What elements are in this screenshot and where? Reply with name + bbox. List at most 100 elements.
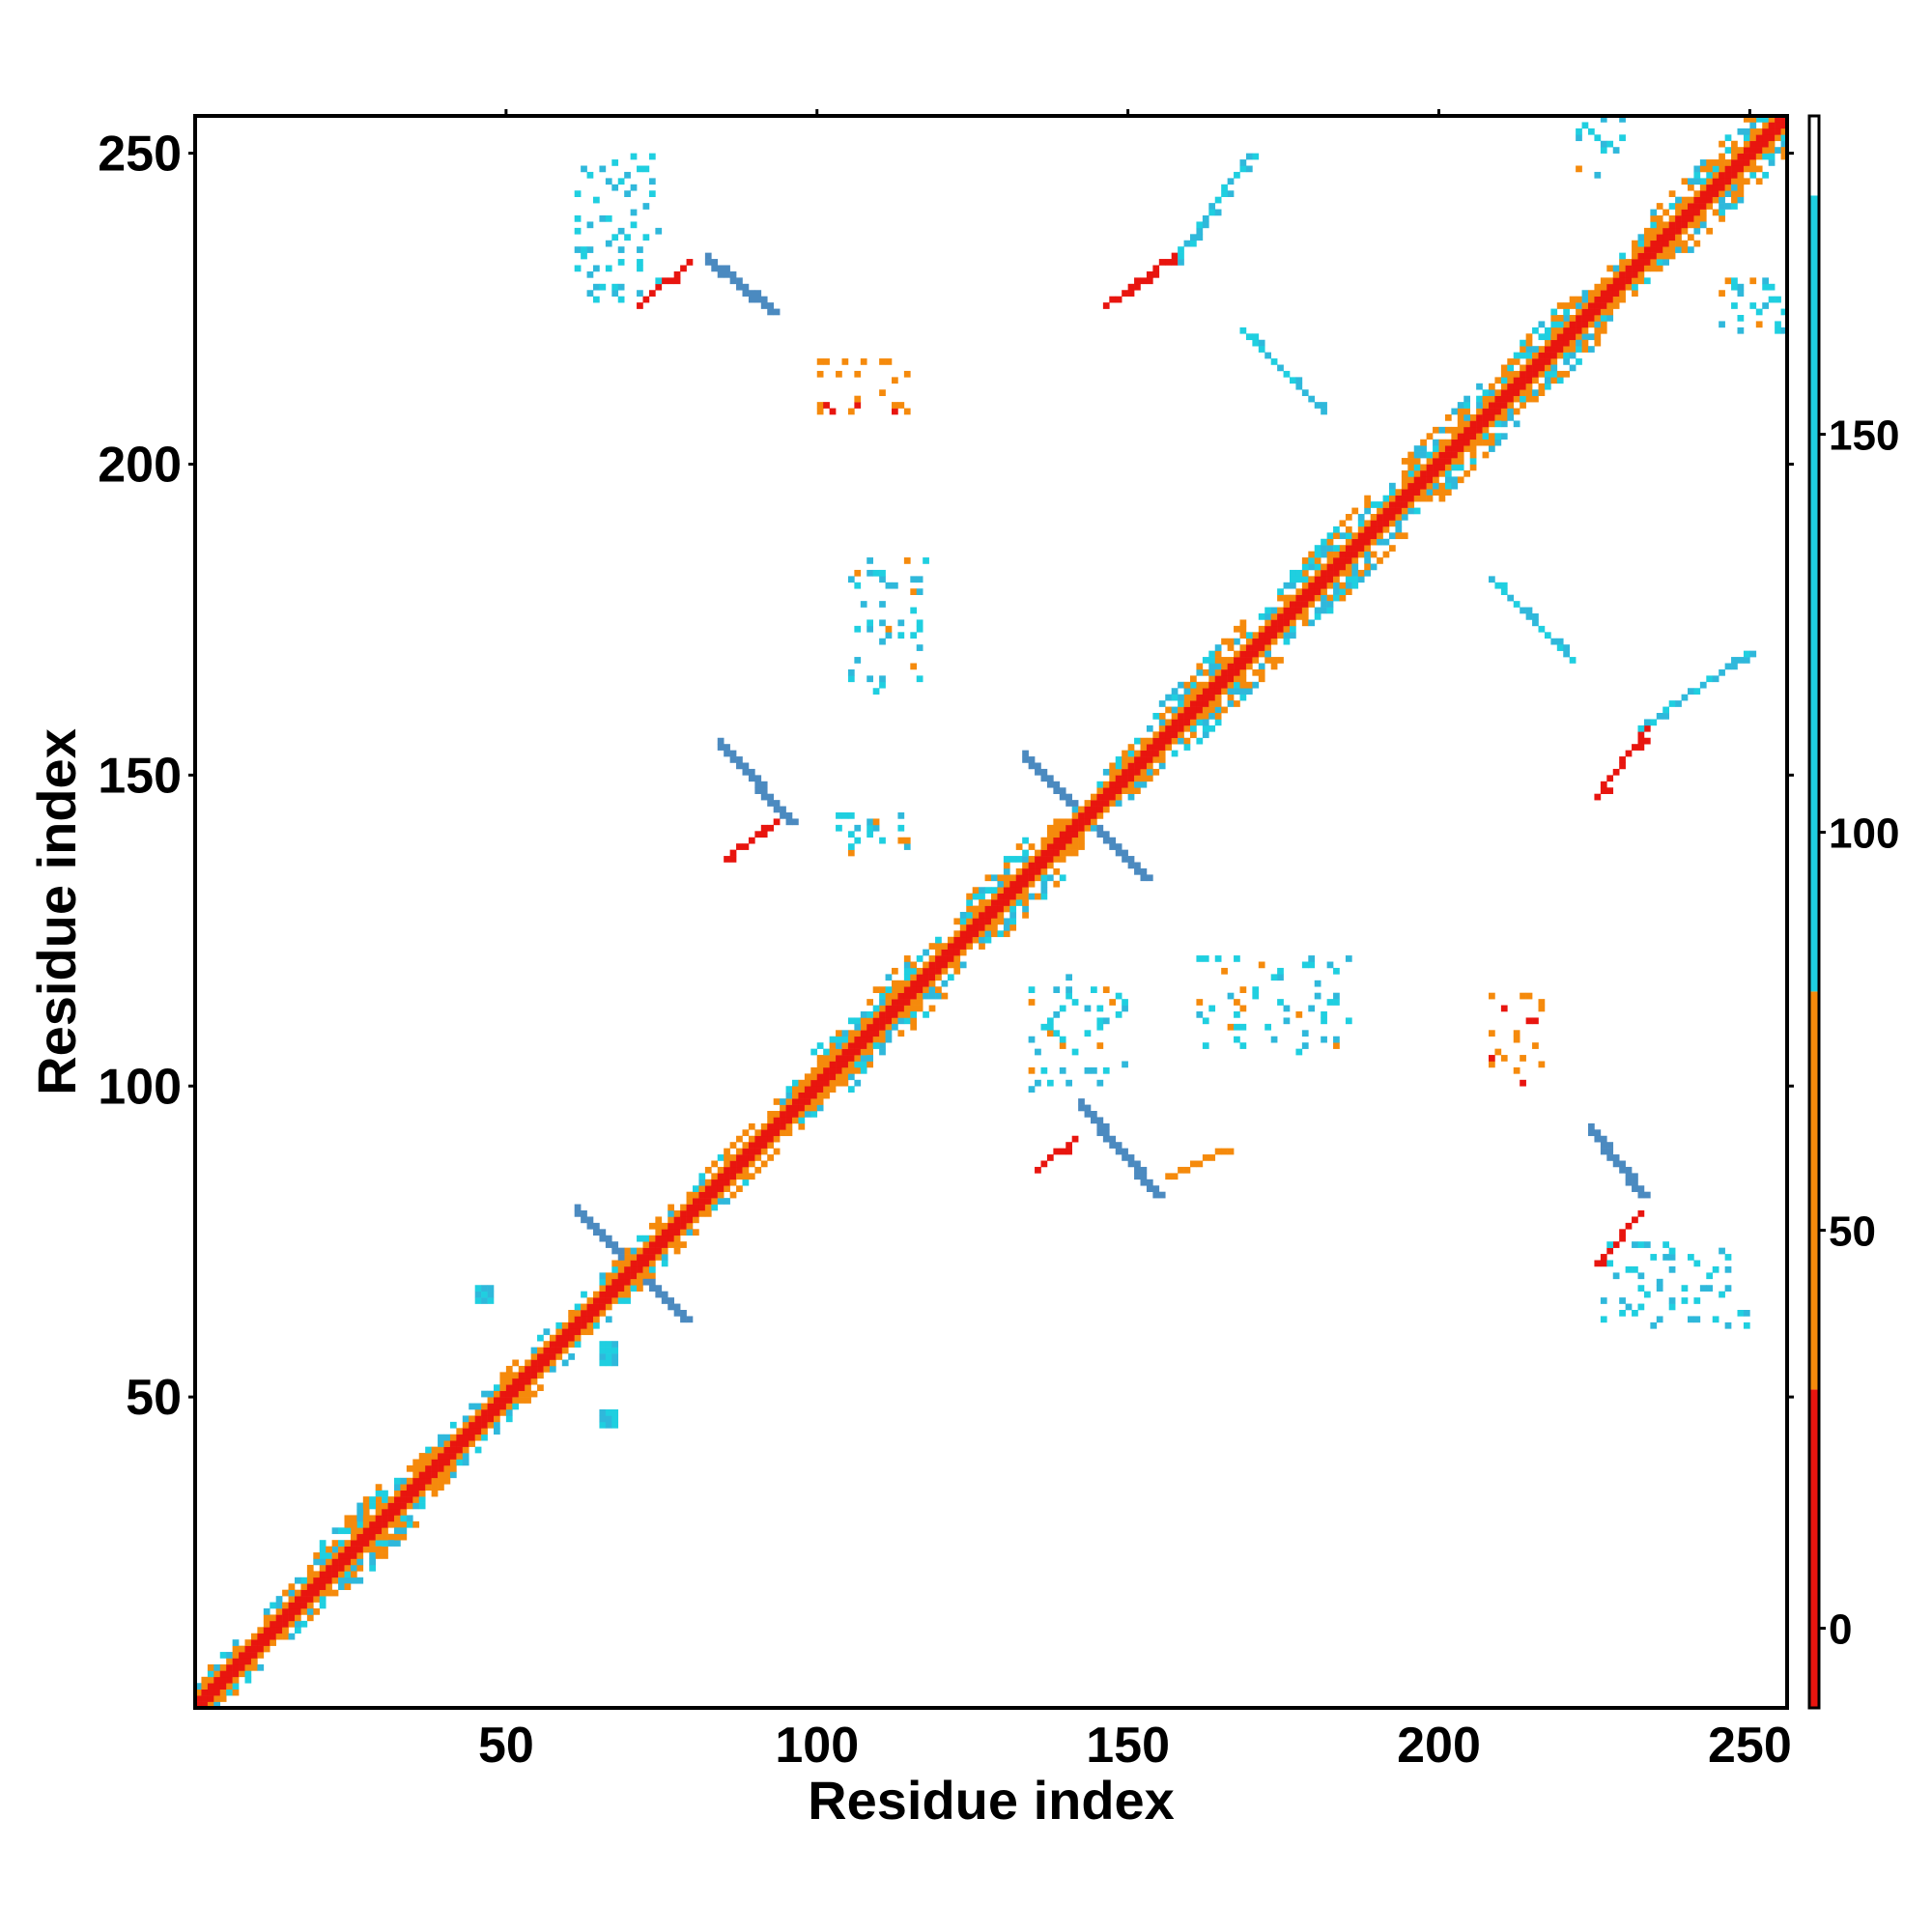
heatmap-cell (443, 1477, 451, 1485)
heatmap-cell (1712, 171, 1719, 179)
heatmap-cell (599, 1421, 607, 1429)
heatmap-cell (1214, 668, 1222, 676)
heatmap-cell (213, 1701, 221, 1709)
heatmap-cell (263, 1620, 270, 1628)
heatmap-cell (1693, 1316, 1701, 1323)
heatmap-cell (767, 1129, 774, 1137)
heatmap-cell (648, 1265, 656, 1273)
heatmap-cell (362, 1527, 370, 1535)
x-tick-label: 250 (1708, 1718, 1792, 1774)
heatmap-cell (1489, 395, 1495, 403)
heatmap-cell (1109, 762, 1117, 770)
heatmap-cell (885, 582, 893, 589)
heatmap-cell (704, 1210, 712, 1217)
heatmap-cell (841, 1066, 849, 1074)
heatmap-cell (916, 967, 923, 975)
heatmap-cell (1071, 831, 1079, 838)
heatmap-cell (804, 1079, 811, 1087)
heatmap-cell (760, 1135, 768, 1143)
heatmap-cell (1762, 128, 1769, 135)
heatmap-cell (561, 1334, 569, 1342)
heatmap-cell (369, 1540, 376, 1547)
heatmap-cell (1668, 1303, 1676, 1311)
heatmap-cell (257, 1639, 265, 1646)
heatmap-cell (505, 1415, 513, 1423)
heatmap-cell (1040, 837, 1048, 844)
heatmap-cell (879, 619, 886, 627)
heatmap-cell (1476, 408, 1483, 415)
heatmap-cell (686, 1198, 694, 1205)
heatmap-cell (581, 1291, 587, 1298)
heatmap-cell (331, 1540, 339, 1547)
heatmap-cell (1594, 339, 1602, 347)
heatmap-cell (288, 1589, 296, 1597)
heatmap-cell (767, 800, 774, 807)
heatmap-cell (1768, 147, 1776, 154)
heatmap-cell (997, 930, 1005, 938)
heatmap-cell (823, 1073, 830, 1081)
heatmap-cell (1637, 1210, 1645, 1217)
heatmap-cell (630, 221, 638, 229)
heatmap-cell (1321, 594, 1327, 602)
heatmap-cell (1588, 1122, 1595, 1130)
heatmap-cell (1637, 252, 1645, 260)
heatmap-cell (1650, 252, 1658, 260)
heatmap-cell (1451, 482, 1459, 490)
heatmap-cell (630, 1247, 638, 1255)
heatmap-cell (1600, 1148, 1607, 1155)
heatmap-cell (984, 918, 992, 925)
heatmap-cell (773, 806, 781, 813)
heatmap-cell (897, 837, 905, 844)
heatmap-cell (617, 178, 625, 185)
heatmap-cell (673, 1235, 681, 1242)
heatmap-cell (356, 1558, 364, 1566)
heatmap-cell (1463, 426, 1470, 434)
heatmap-cell (1314, 588, 1321, 595)
heatmap-cell (1749, 277, 1757, 285)
heatmap-cell (1420, 482, 1427, 490)
heatmap-cell (1463, 439, 1470, 446)
heatmap-cell (1650, 259, 1658, 266)
heatmap-cell (394, 1520, 401, 1528)
heatmap-cell (611, 159, 619, 166)
heatmap-cell (910, 663, 918, 670)
heatmap-cell (1208, 724, 1216, 732)
heatmap-cell (331, 1546, 339, 1553)
heatmap-cell (1239, 668, 1247, 676)
heatmap-cell (1494, 582, 1502, 589)
heatmap-cell (1221, 967, 1228, 975)
heatmap-cell (1476, 383, 1483, 390)
heatmap-cell (1345, 532, 1352, 540)
heatmap-cell (288, 1608, 296, 1615)
heatmap-cell (1314, 594, 1321, 602)
heatmap-cell (400, 1496, 408, 1503)
heatmap-cell (829, 1086, 837, 1093)
heatmap-cell (1532, 377, 1539, 384)
heatmap-cell (1451, 445, 1459, 452)
heatmap-cell (754, 831, 762, 838)
heatmap-cell (1258, 675, 1265, 683)
heatmap-cell (711, 265, 719, 272)
heatmap-cell (1345, 588, 1352, 595)
heatmap-cell (1321, 563, 1327, 571)
heatmap-cell (1364, 495, 1371, 502)
heatmap-cell (1326, 538, 1334, 546)
heatmap-cell (257, 1652, 265, 1659)
heatmap-cell (711, 1160, 719, 1168)
heatmap-cell (1569, 346, 1577, 353)
heatmap-cell (1619, 1160, 1626, 1168)
heatmap-cell (1438, 495, 1446, 502)
heatmap-cell (369, 1502, 376, 1510)
heatmap-cell (1122, 768, 1128, 776)
heatmap-cell (959, 923, 967, 931)
heatmap-cell (1600, 1316, 1607, 1323)
heatmap-cell (997, 905, 1005, 913)
heatmap-cell (1632, 246, 1638, 253)
heatmap-cell (1494, 420, 1502, 428)
heatmap-cell (1035, 768, 1041, 776)
heatmap-cell (369, 1515, 376, 1522)
heatmap-cell (1675, 196, 1682, 204)
colorbar-tick-label: 50 (1829, 1208, 1876, 1256)
heatmap-cell (867, 824, 873, 832)
heatmap-cell (693, 1216, 699, 1224)
